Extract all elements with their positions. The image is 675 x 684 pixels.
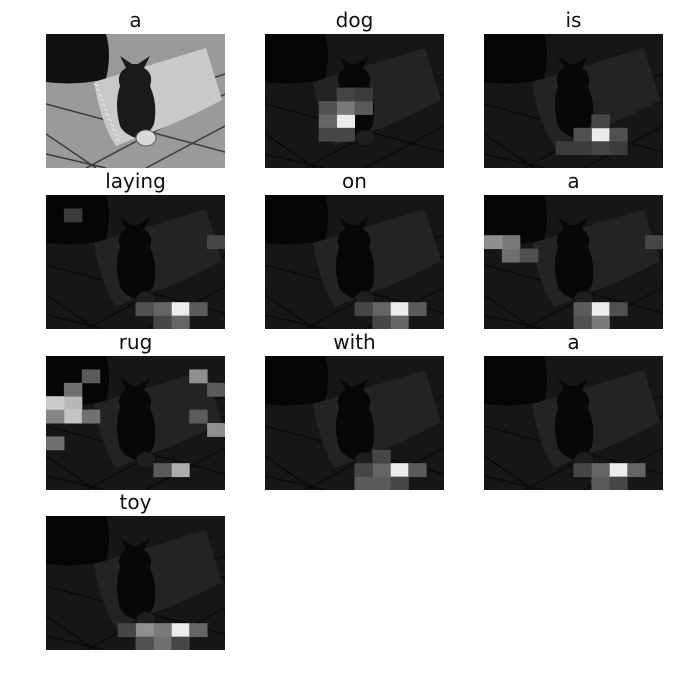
- attention-panel: rug: [46, 356, 225, 490]
- attention-panel: laying: [46, 195, 225, 329]
- attention-heatmap: [265, 34, 444, 168]
- attention-panel: dog: [265, 34, 444, 168]
- panel-word-title: a: [46, 8, 225, 32]
- panel-word-title: is: [484, 8, 663, 32]
- source-image: [46, 34, 225, 168]
- panel-word-title: a: [484, 330, 663, 354]
- attention-panel: a: [484, 356, 663, 490]
- attention-heatmap: [484, 195, 663, 329]
- attention-panel: a: [484, 195, 663, 329]
- panel-word-title: on: [265, 169, 444, 193]
- attention-heatmap: [46, 356, 225, 490]
- attention-heatmap: [265, 356, 444, 490]
- panel-word-title: a: [484, 169, 663, 193]
- attention-panel: toy: [46, 516, 225, 650]
- attention-panel: a: [46, 34, 225, 168]
- attention-heatmap: [484, 356, 663, 490]
- attention-heatmap: [46, 195, 225, 329]
- attention-panel: is: [484, 34, 663, 168]
- attention-heatmap: [46, 516, 225, 650]
- attention-panel: with: [265, 356, 444, 490]
- attention-panel: on: [265, 195, 444, 329]
- attention-heatmap: [265, 195, 444, 329]
- panel-word-title: rug: [46, 330, 225, 354]
- panel-word-title: with: [265, 330, 444, 354]
- panel-word-title: toy: [46, 490, 225, 514]
- attention-heatmap: [484, 34, 663, 168]
- panel-word-title: laying: [46, 169, 225, 193]
- panel-word-title: dog: [265, 8, 444, 32]
